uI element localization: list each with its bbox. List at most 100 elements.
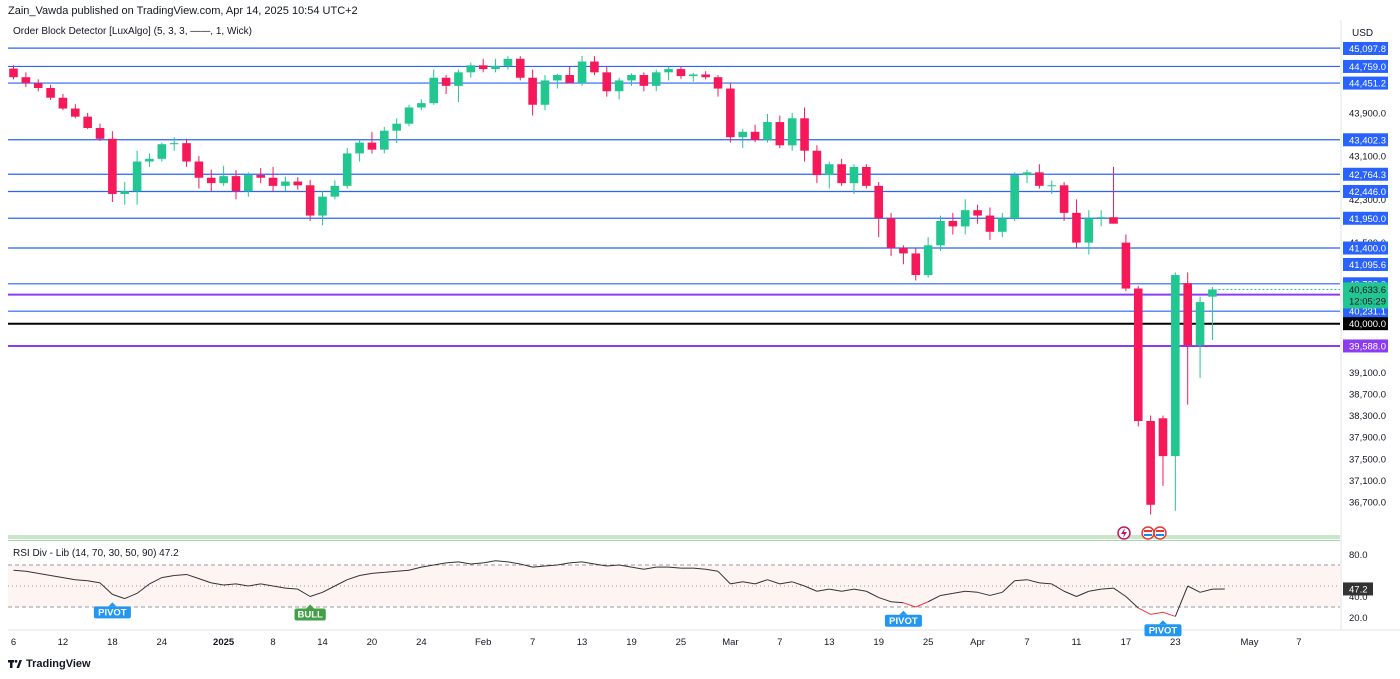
- candle-body: [182, 143, 191, 162]
- level-price-label: 41,400.0: [1343, 241, 1388, 255]
- rsi-line-segment: [965, 590, 978, 593]
- tradingview-logo[interactable]: TradingView: [8, 658, 91, 670]
- candle: [1072, 199, 1081, 249]
- candle: [478, 58, 488, 73]
- rsi-line-segment: [433, 562, 447, 566]
- candle: [948, 212, 958, 235]
- candle: [528, 69, 537, 116]
- candle-body: [429, 77, 439, 104]
- candle-body: [256, 175, 265, 178]
- rsi-line-segment: [1076, 590, 1090, 597]
- candle: [837, 158, 846, 186]
- candle-body: [355, 142, 364, 154]
- y-tick-label: 43,900.0: [1349, 108, 1386, 119]
- x-tick-label: 14: [317, 637, 328, 648]
- candle-body: [46, 88, 55, 98]
- rsi-line-segment: [1063, 590, 1077, 597]
- level-price-label-bg: [1343, 59, 1388, 73]
- level-price-label: 44,451.2: [1343, 76, 1388, 90]
- candle-body: [812, 150, 822, 176]
- candle: [985, 207, 995, 240]
- candle: [936, 215, 945, 251]
- rsi-line-segment: [334, 579, 348, 587]
- rsi-line-segment: [470, 562, 484, 565]
- rsi-line-segment: [13, 569, 26, 572]
- candle: [1096, 210, 1106, 227]
- rsi-line-segment: [816, 588, 830, 592]
- candle-body: [1022, 172, 1032, 176]
- candle-body: [985, 215, 995, 232]
- candles-group: [9, 56, 1217, 515]
- rsi-line-segment: [643, 566, 657, 570]
- candle: [367, 131, 377, 154]
- candle: [1035, 164, 1044, 189]
- candle: [627, 73, 636, 86]
- candle: [862, 164, 871, 189]
- candle: [899, 245, 908, 265]
- candle: [1059, 182, 1069, 221]
- candle-body: [577, 61, 587, 84]
- rsi-line-segment: [915, 601, 929, 608]
- y-tick-label: 38,300.0: [1349, 411, 1386, 422]
- candle: [1047, 180, 1057, 194]
- candle: [318, 191, 327, 226]
- candle-body: [1072, 212, 1081, 243]
- candle-body: [268, 177, 278, 186]
- rsi-line-segment: [408, 566, 422, 571]
- level-price-label-text: 40,000.0: [1349, 319, 1386, 330]
- candle-body: [849, 166, 859, 184]
- candle-body: [194, 161, 204, 178]
- candle-body: [1195, 302, 1205, 346]
- candle-body: [1059, 185, 1069, 213]
- currency-label[interactable]: USD: [1352, 28, 1374, 39]
- candle: [651, 69, 661, 92]
- rsi-line-segment: [25, 570, 39, 574]
- candle: [689, 72, 698, 82]
- tradingview-logo-text: TradingView: [26, 658, 91, 670]
- candle-body: [21, 77, 31, 84]
- x-tick-label: May: [1241, 637, 1259, 648]
- current-price-label: 40,633.612:05:29: [1343, 282, 1388, 309]
- signal-badge: [93, 606, 131, 619]
- candle: [824, 161, 834, 189]
- level-price-label-bg: [1343, 76, 1388, 90]
- rsi-line-segment: [198, 578, 212, 584]
- candle-body: [417, 103, 426, 108]
- candle: [157, 142, 167, 162]
- candle-body: [738, 131, 748, 138]
- rsi-line-segment: [829, 588, 842, 592]
- candle-body: [169, 143, 179, 145]
- x-tick-label: 7: [1024, 637, 1029, 648]
- x-tick-label: 6: [11, 637, 16, 648]
- candle-body: [627, 75, 636, 81]
- rsi-line-segment: [87, 580, 101, 584]
- signal-pointer: [108, 602, 117, 607]
- rsi-line-segment: [1014, 579, 1028, 582]
- signal-badge-text: PIVOT: [1149, 625, 1178, 636]
- candle: [960, 199, 970, 235]
- candle: [540, 75, 550, 111]
- candle-body: [1109, 217, 1118, 224]
- candle-body: [837, 164, 846, 184]
- level-price-label: 40,000.0: [1343, 317, 1388, 331]
- level-price-label-text: 42,764.3: [1349, 170, 1386, 181]
- candle-body: [503, 58, 513, 66]
- x-tick-label: 24: [416, 637, 427, 648]
- signal-badge: [1144, 624, 1182, 637]
- candle: [701, 71, 710, 80]
- candle: [268, 166, 278, 192]
- rsi-line-segment: [62, 577, 76, 581]
- candle-body: [948, 220, 958, 227]
- candle-body: [590, 61, 599, 73]
- candle: [330, 180, 340, 200]
- candle: [9, 65, 18, 80]
- candle-body: [676, 69, 686, 77]
- candle: [231, 170, 241, 200]
- rsi-line-segment: [977, 591, 991, 596]
- candle: [256, 168, 265, 184]
- candle: [602, 66, 612, 97]
- candle-body: [565, 75, 574, 84]
- x-tick-label: 12: [58, 637, 69, 648]
- candle: [33, 79, 43, 92]
